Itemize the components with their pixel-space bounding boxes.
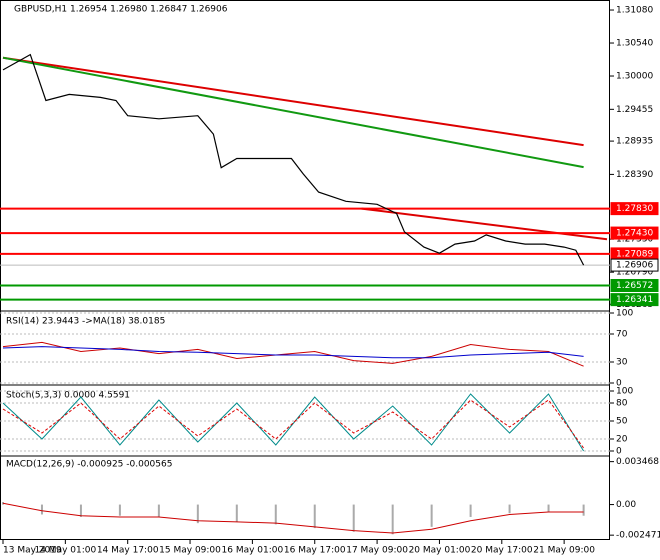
rsi-title: RSI(14) 23.9443 ->MA(18) 38.0185	[6, 317, 165, 327]
macd-bar	[274, 504, 277, 525]
y-tick-label: 0.003468	[616, 457, 659, 467]
macd-signal	[2, 502, 584, 534]
x-tick-label: 17 May 09:00	[346, 546, 408, 556]
level-box	[610, 278, 659, 292]
y-tick-label: 50	[616, 417, 628, 427]
y-tick-label: 1.27330	[616, 235, 653, 245]
rsi-line	[2, 346, 584, 359]
y-tick-label: 1.29455	[616, 105, 653, 115]
macd-bar	[430, 504, 433, 527]
trend-line	[2, 56, 584, 169]
trend-line	[2, 56, 584, 147]
macd-bar	[547, 504, 550, 512]
macd-bar	[235, 504, 238, 522]
y-tick-label: 100	[616, 309, 633, 319]
y-tick-label: 1.28935	[616, 137, 653, 147]
y-tick-label: 1.30000	[616, 72, 653, 82]
level-box	[610, 202, 659, 216]
x-tick-label: 16 May 01:00	[222, 546, 284, 556]
level-label: 1.26572	[616, 281, 653, 291]
macd-bar	[118, 504, 121, 516]
x-tick-label: 16 May 17:00	[284, 546, 346, 556]
frame	[0, 0, 610, 540]
macd-bar	[391, 504, 394, 535]
y-tick-label: 0	[616, 379, 622, 389]
level-box	[610, 293, 659, 307]
chart-title: GBPUSD,H1 1.26954 1.26980 1.26847 1.2690…	[14, 5, 228, 15]
stoch-line	[2, 399, 585, 449]
level-label: 1.27089	[616, 249, 653, 259]
level-label: 1.27430	[616, 229, 653, 239]
y-tick-label: 100	[616, 387, 633, 397]
y-tick-label: 0	[616, 447, 622, 457]
macd-bar	[40, 504, 43, 515]
x-tick-label: 13 May 2019	[3, 546, 62, 556]
stoch-title: Stoch(5,3,3) 0.0000 4.5591	[6, 391, 130, 401]
x-tick-label: 15 May 09:00	[159, 546, 221, 556]
rsi-line	[2, 341, 584, 367]
level-box	[610, 258, 659, 272]
level-box	[610, 226, 659, 240]
y-tick-label: 1.30540	[616, 39, 653, 49]
price-line	[2, 53, 585, 266]
macd-title: MACD(12,26,9) -0.000925 -0.000565	[6, 460, 172, 470]
level-label: 1.27830	[616, 204, 653, 214]
macd-bar	[469, 504, 472, 517]
y-tick-label: 1.28390	[616, 170, 653, 180]
x-tick-label: 14 May 17:00	[97, 546, 159, 556]
y-tick-label: 30	[616, 358, 628, 368]
level-label: 1.26341	[616, 295, 653, 305]
macd-bar	[196, 504, 199, 524]
x-tick-label: 14 May 01:00	[34, 546, 96, 556]
x-tick-label: 21 May 09:00	[533, 546, 595, 556]
macd-bar	[352, 504, 355, 532]
y-tick-label: 70	[616, 330, 628, 340]
macd-bar	[313, 504, 316, 529]
macd-bar	[157, 504, 160, 517]
y-tick-label: 80	[616, 399, 628, 409]
trend-line	[361, 207, 608, 241]
macd-bar	[79, 504, 82, 517]
macd-bar	[508, 504, 511, 514]
y-tick-label: -0.002471	[616, 531, 660, 541]
level-label: 1.26906	[616, 261, 653, 271]
y-tick-label: 0.00	[616, 500, 636, 510]
y-tick-label: 20	[616, 435, 628, 445]
y-tick-label: 1.26790	[616, 268, 653, 278]
y-tick-label: 1.31080	[616, 6, 653, 16]
x-tick-label: 20 May 17:00	[471, 546, 533, 556]
x-tick-label: 20 May 01:00	[409, 546, 471, 556]
macd-bar	[582, 504, 585, 516]
